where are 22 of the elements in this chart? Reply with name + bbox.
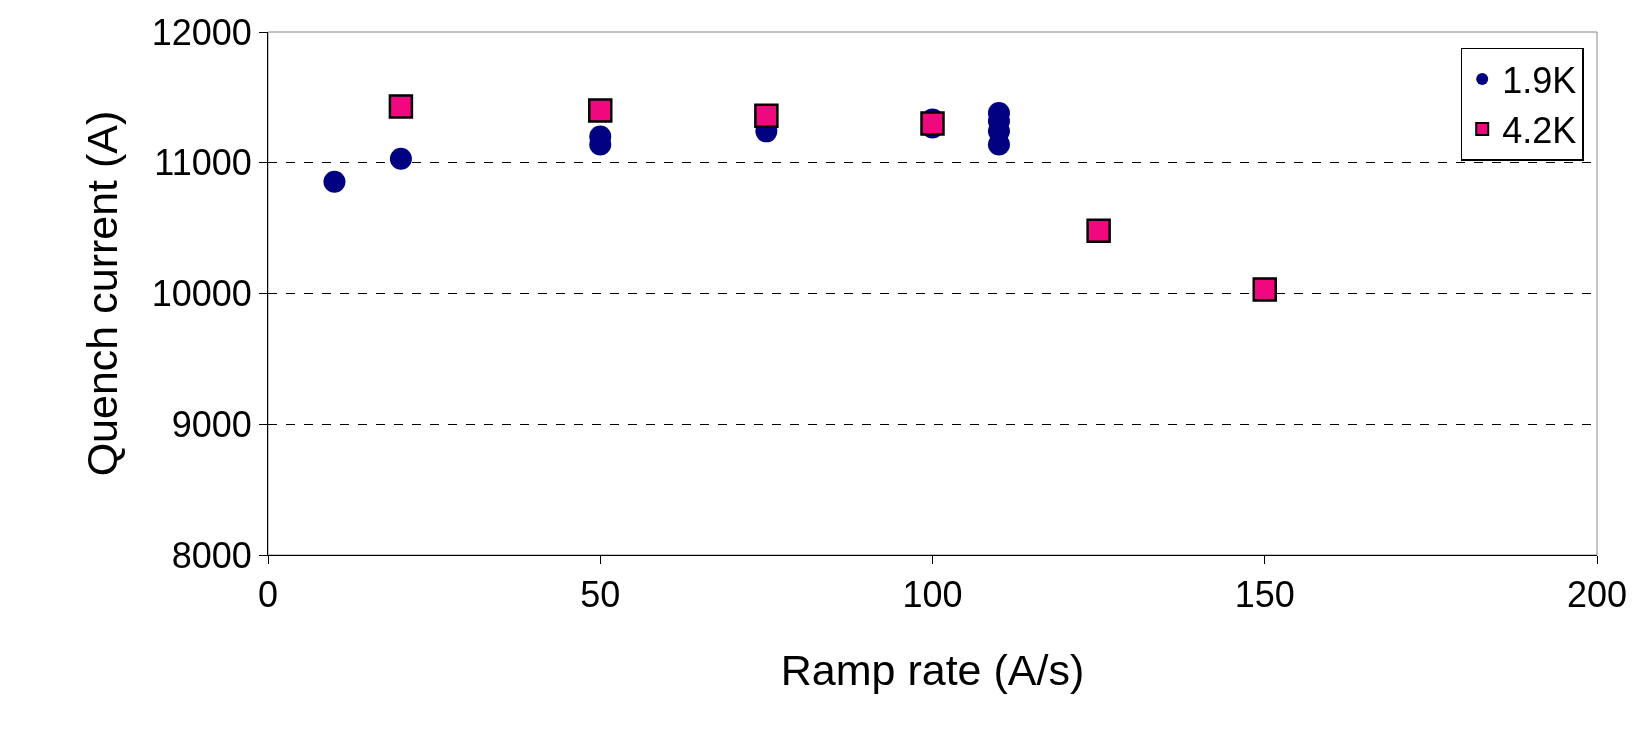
point — [388, 94, 414, 119]
x-tick-label: 0 — [257, 574, 279, 616]
x-tick-label: 200 — [1566, 574, 1628, 616]
point — [588, 98, 613, 123]
x-axis-title: Ramp rate (A/s) — [780, 645, 1085, 694]
y-tick-label: 11000 — [154, 142, 252, 184]
y-tick-label: 8000 — [171, 534, 252, 576]
point — [389, 147, 412, 170]
legend-label: 4.2K — [1502, 109, 1577, 151]
point — [1252, 277, 1277, 302]
x-tick-label: 100 — [902, 574, 963, 616]
y-axis-title: Quench current (A) — [78, 110, 127, 477]
x-tick-label: 150 — [1234, 574, 1295, 616]
y-tick-label: 10000 — [151, 273, 252, 315]
legend-label: 1.9K — [1502, 60, 1577, 102]
y-tick-label: 12000 — [151, 11, 252, 53]
point — [1086, 218, 1111, 243]
point — [754, 103, 779, 128]
y-tick-label: 9000 — [171, 403, 252, 445]
point — [323, 170, 346, 193]
point — [920, 111, 945, 136]
x-tick-label: 50 — [580, 574, 621, 616]
